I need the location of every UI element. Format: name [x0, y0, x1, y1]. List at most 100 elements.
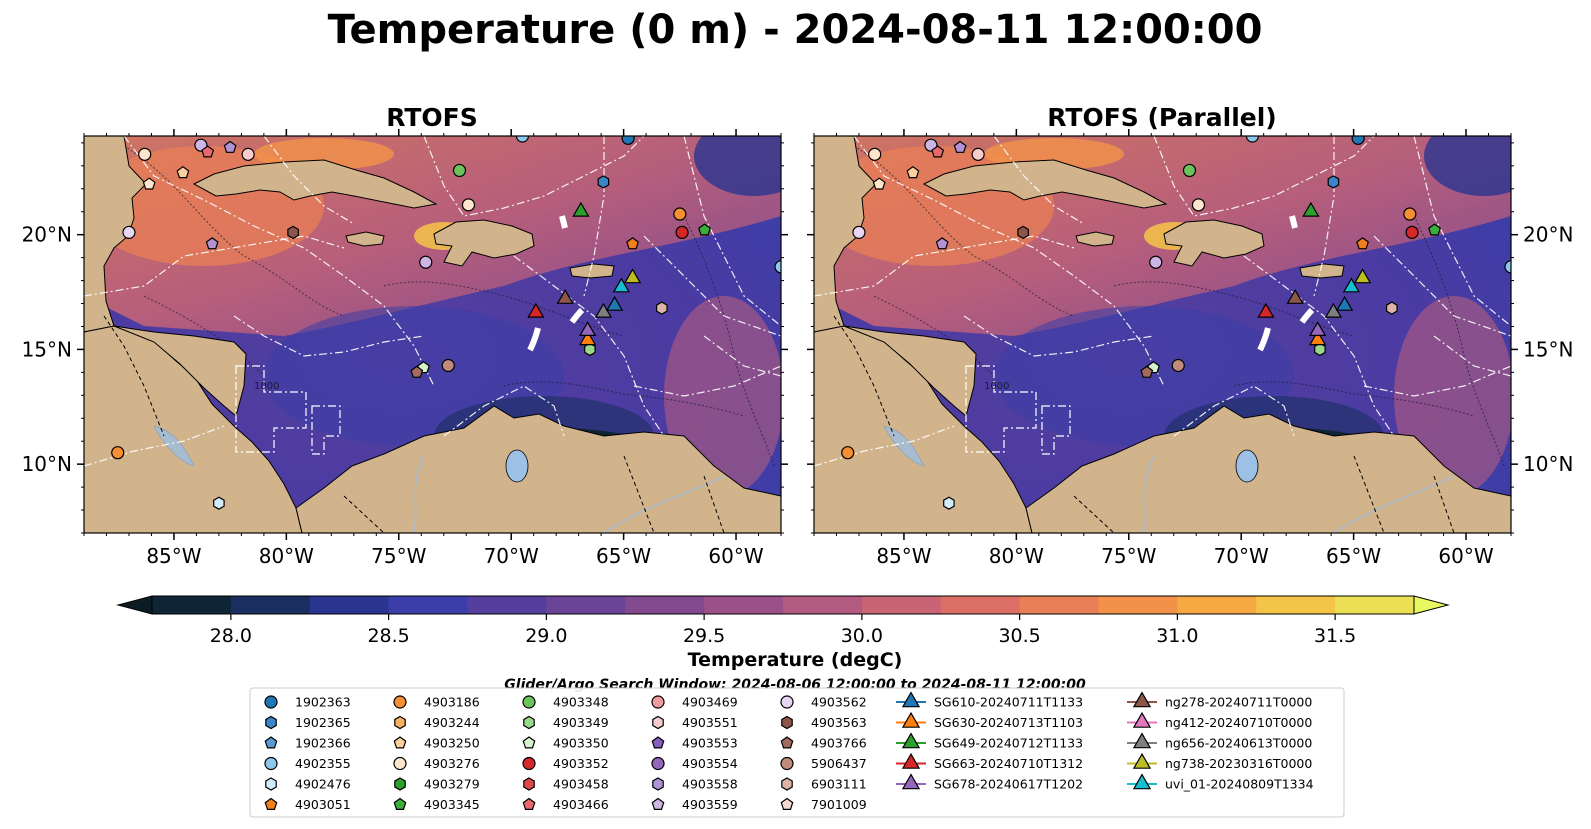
eez-boundary-left-1	[123, 136, 435, 387]
legend-marker-4-1	[781, 715, 793, 730]
colorbar-bin-13	[1177, 596, 1257, 614]
legend-label-2-4: 4903458	[553, 777, 609, 792]
map-marker-right-10	[1149, 255, 1163, 269]
colorbar-bin-12	[1098, 596, 1178, 614]
map-marker-right-7	[852, 225, 866, 239]
region-box-2-right	[1041, 405, 1071, 455]
colorbar-tick-label-6: 31.0	[1156, 625, 1198, 647]
legend-label-0-3: 4902355	[295, 756, 351, 771]
map-marker-right-22	[1314, 342, 1326, 357]
legend-marker-0-5	[264, 797, 278, 811]
legend-marker-5-2	[901, 732, 921, 749]
axes-right: 85°W 80°W 75°W 70°W 65°W 60°W 20°N 15°N 10°N	[807, 129, 1573, 568]
map-marker-left-15	[515, 136, 530, 143]
colorbar-bin-14	[1256, 596, 1336, 614]
land-honduras-right	[843, 325, 977, 417]
map-marker-right-8	[935, 237, 949, 250]
eez-boundary-right-6	[1413, 136, 1511, 327]
y-tick-label-right-1: 15°N	[1523, 337, 1573, 361]
x-tick-label-left-0: 85°W	[146, 544, 201, 568]
legend-label-3-3: 4903554	[682, 756, 738, 771]
colorbar-bin-11	[1019, 596, 1100, 614]
eez-boundary-right-9	[963, 315, 1155, 357]
legend-marker-2-3	[522, 756, 536, 771]
map-marker-right-2	[953, 140, 967, 153]
map-marker-right-31	[1286, 288, 1304, 304]
colorbar-frame	[151, 595, 1415, 615]
legend-label-3-2: 4903553	[682, 736, 738, 751]
legend-label-3-1: 4903551	[682, 715, 738, 730]
land-hispaniola-left	[433, 219, 535, 267]
x-tick-label-right-4: 65°W	[1326, 544, 1381, 568]
map-marker-left-18	[698, 223, 712, 236]
legend-marker-2-5	[522, 797, 536, 811]
map-right: 1000	[814, 136, 1511, 533]
eez-boundary-right-7	[1433, 335, 1511, 377]
legend-marker-2-4	[523, 777, 535, 791]
land-puerto-rico-left	[569, 263, 615, 279]
map-marker-right-5	[906, 165, 920, 179]
colorbar-bin-5	[546, 596, 626, 614]
x-tick-label-left-4: 65°W	[596, 544, 651, 568]
map-marker-left-20	[774, 260, 781, 274]
legend-label-5-3: SG663-20240710T1312	[934, 756, 1083, 771]
colorbar-tick-label-1: 28.5	[367, 625, 409, 647]
bathy-contour-left-3	[143, 295, 265, 377]
contour-label-left: 1000	[254, 381, 279, 392]
legend-label-5-4: SG678-20240617T1202	[934, 777, 1083, 792]
map-marker-left-25	[441, 358, 455, 373]
map-marker-left-19	[626, 237, 640, 250]
country-borders-left	[103, 315, 725, 533]
legend-label-0-1: 1902365	[295, 715, 351, 730]
x-tick-label-left-1: 80°W	[259, 544, 314, 568]
map-marker-left-28	[213, 496, 225, 510]
legend-marker-3-5	[651, 797, 665, 811]
map-marker-left-32	[579, 330, 597, 346]
y-tick-label-left-1: 15°N	[22, 337, 72, 361]
legend-marker-5-4	[901, 773, 921, 790]
legend-marker-5-0	[901, 691, 921, 708]
legend-items: 1902363 1902365 1902366 4902355 4902476 49030…	[264, 691, 1314, 812]
colorbar-tick-label-4: 30.0	[841, 625, 883, 647]
eez-boundary-left-2	[263, 136, 355, 225]
map-marker-right-30	[1257, 302, 1275, 318]
map-marker-left-9	[287, 225, 299, 240]
colorbar: 28.0 28.5 29.0 29.5 30.0 30.5 31.0 31.5	[116, 595, 1450, 647]
legend-label-5-1: SG630-20240713T1103	[934, 715, 1083, 730]
glider-track-left-0	[527, 327, 541, 352]
legend-label-0-4: 4902476	[295, 777, 351, 792]
colorbar-bin-8	[783, 596, 863, 614]
legend-label-5-2: SG649-20240712T1133	[934, 736, 1083, 751]
x-tick-label-left-2: 75°W	[371, 544, 426, 568]
land-jamaica-left	[345, 231, 385, 247]
map-marker-left-35	[605, 295, 624, 311]
map-marker-left-7	[122, 225, 136, 239]
x-tick-label-right-3: 70°W	[1214, 544, 1269, 568]
colorbar-tick-label-7: 31.5	[1314, 625, 1356, 647]
colorbar-tick-label-0: 28.0	[210, 625, 252, 647]
glider-track-right-0	[1257, 327, 1271, 352]
colorbar-bin-1	[230, 596, 311, 614]
legend-marker-3-2	[651, 736, 665, 749]
region-box-1-left	[235, 365, 307, 453]
legend-marker-1-1	[394, 715, 406, 730]
legend-label-0-0: 1902363	[295, 695, 351, 710]
map-marker-left-31	[556, 288, 574, 304]
x-tick-label-right-1: 80°W	[989, 544, 1044, 568]
legend-label-1-4: 4903279	[424, 777, 480, 792]
land-puerto-rico-right	[1299, 263, 1345, 279]
legend-label-5-0: SG610-20240711T1133	[934, 695, 1083, 710]
panel-title-rtofs: RTOFS	[386, 103, 478, 132]
glider-track-right-1	[1299, 307, 1315, 324]
x-tick-label-left-5: 60°W	[708, 544, 763, 568]
y-tick-label-left-0: 20°N	[22, 223, 72, 247]
colorbar-label: Temperature (degC)	[688, 649, 903, 671]
map-marker-right-27	[841, 446, 855, 460]
legend-label-4-4: 6903111	[811, 777, 867, 792]
eez-boundary-left-12	[633, 365, 781, 397]
panel-title-rtofs-parallel: RTOFS (Parallel)	[1047, 103, 1276, 132]
legend-marker-6-3	[1132, 752, 1152, 769]
map-marker-right-6	[872, 177, 886, 190]
x-tick-label-right-5: 60°W	[1438, 544, 1493, 568]
legend-label-6-1: ng412-20240710T0000	[1165, 715, 1312, 730]
